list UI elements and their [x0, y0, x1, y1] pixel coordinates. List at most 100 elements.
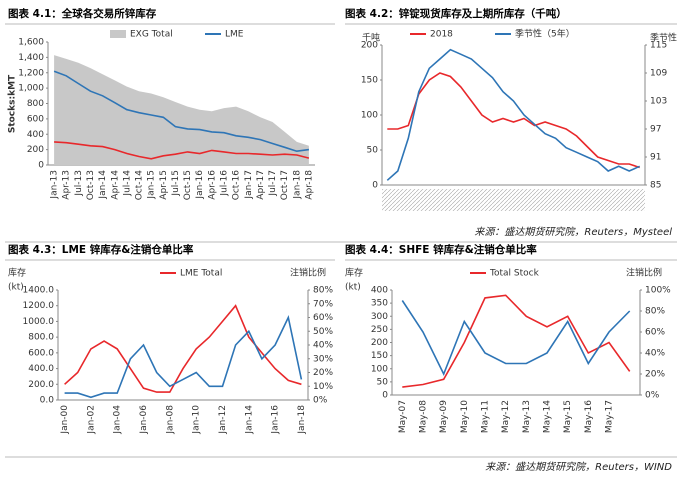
y2-axis-label: 季节性 — [650, 32, 677, 44]
x-tick-label: May-09 — [439, 400, 449, 433]
y-axis-label: (kt) — [345, 283, 361, 293]
y-tick-label: 1200.0 — [23, 301, 55, 311]
y2-tick-label: 100% — [645, 286, 671, 296]
y-tick-label: 350 — [371, 299, 388, 309]
line — [387, 72, 640, 169]
line — [53, 70, 310, 153]
y2-tick-label: 20% — [313, 368, 333, 378]
y2-tick-label: 0% — [313, 396, 328, 406]
y-axis-label: 库存 — [8, 267, 26, 279]
legend-label: EXG Total — [130, 30, 173, 40]
legend-label: Total Stock — [489, 269, 540, 279]
x-tick-label: Jul-15 — [171, 170, 181, 197]
x-tick-label: Jan-16 — [271, 405, 281, 435]
x-tick-label: May-13 — [522, 400, 532, 433]
y2-tick-label: 40% — [645, 349, 665, 359]
line — [401, 300, 631, 376]
chart-title: 图表 4.1：全球各交易所锌库存 — [8, 7, 157, 20]
y-tick-label: 250 — [371, 325, 388, 335]
y-tick-label: 50 — [367, 146, 379, 156]
source: 来源：盛达期货研究院，Reuters，WIND — [485, 461, 672, 473]
y-tick-label: 0 — [372, 181, 378, 191]
y2-tick-label: 85 — [650, 181, 661, 191]
x-tick-label: Jan-15 — [147, 170, 157, 200]
line — [386, 48, 641, 181]
y2-tick-label: 109 — [650, 69, 667, 79]
y2-tick-label: 40% — [313, 341, 333, 351]
y2-tick-label: 91 — [650, 153, 661, 163]
y-tick-label: 400 — [27, 130, 44, 140]
x-tick-label: Jan-18 — [292, 170, 302, 200]
y-tick-label: 1,600 — [18, 38, 44, 48]
y-tick-label: 150 — [361, 76, 378, 86]
y-tick-label: 0 — [382, 391, 388, 401]
y2-tick-label: 80% — [645, 307, 665, 317]
y2-tick-label: 0% — [645, 391, 660, 401]
y-tick-label: 1400.0 — [23, 286, 55, 296]
x-tick-label: Jan-18 — [297, 405, 307, 435]
x-tick-label: May-15 — [563, 400, 573, 433]
y-tick-label: 200 — [27, 145, 44, 155]
chart-title: 图表 4.2：锌锭现货库存及上期所库存（千吨） — [345, 7, 567, 20]
x-tick-label: Apr-18 — [304, 170, 314, 200]
x-tick-label: Jan-06 — [139, 405, 149, 435]
y-tick-label: 0 — [38, 161, 44, 171]
y-tick-label: 800.0 — [28, 333, 54, 343]
y-tick-label: 150 — [371, 351, 388, 361]
line — [54, 141, 310, 160]
y-axis-label: 千吨 — [362, 32, 380, 44]
x-tick-label: Jan-14 — [244, 405, 254, 435]
y-axis-label: Stocks:kMT — [8, 74, 18, 133]
area — [54, 55, 309, 165]
y-tick-label: 200 — [371, 338, 388, 348]
y2-axis-label: 注销比例 — [626, 267, 662, 279]
x-tick-label: Apr-14 — [110, 170, 120, 200]
x-tick-label: Apr-16 — [207, 170, 217, 200]
x-tick-label: May-17 — [605, 400, 615, 433]
x-tick-label: Oct-13 — [86, 170, 96, 200]
y-tick-label: 200.0 — [28, 380, 54, 390]
line — [402, 294, 631, 388]
y2-tick-label: 97 — [650, 125, 661, 135]
y-tick-label: 600 — [27, 114, 44, 124]
x-tick-label: Oct-14 — [135, 170, 145, 201]
x-tick-label: May-12 — [501, 400, 511, 433]
x-tick-label: Jul-17 — [268, 170, 278, 197]
y-tick-label: 1,400 — [18, 53, 44, 63]
x-tick-label: Oct-15 — [183, 170, 193, 200]
chart-title: 图表 4.3：LME 锌库存&注销仓单比率 — [8, 243, 194, 256]
line — [64, 304, 302, 393]
y2-tick-label: 103 — [650, 97, 667, 107]
y-axis-label: 库存 — [345, 267, 363, 279]
y-tick-label: 1,000 — [18, 84, 44, 94]
x-tick-label: Jan-00 — [60, 405, 70, 435]
y-tick-label: 400 — [371, 286, 388, 296]
y2-tick-label: 60% — [313, 313, 333, 323]
x-tick-label: Jan-10 — [192, 405, 202, 435]
y-tick-label: 1000.0 — [23, 317, 55, 327]
y2-tick-label: 80% — [313, 286, 333, 296]
y2-tick-label: 50% — [313, 327, 333, 337]
x-tick-label: Apr-15 — [159, 170, 169, 200]
legend-label: LME Total — [180, 269, 222, 279]
x-tick-label: Jan-14 — [98, 170, 108, 200]
y-tick-label: 600.0 — [28, 348, 54, 358]
x-tick-label: Jan-08 — [165, 405, 175, 435]
y-tick-label: 100 — [371, 364, 388, 374]
x-tick-label: Jan-12 — [218, 405, 228, 435]
y2-axis-label: 注销比例 — [290, 267, 326, 279]
x-tick-label: Jul-16 — [219, 170, 229, 197]
y2-tick-label: 70% — [313, 299, 333, 309]
y-tick-label: 100 — [361, 111, 378, 121]
x-tick-label: Jan-17 — [244, 170, 254, 200]
x-tick-label: May-16 — [584, 400, 594, 433]
x-tick-label: Jan-02 — [86, 405, 96, 435]
y-tick-label: 800 — [27, 99, 44, 109]
x-tick-label: Jul-13 — [74, 170, 84, 197]
line — [64, 315, 303, 399]
x-tick-label: Oct-16 — [232, 170, 242, 201]
y2-tick-label: 20% — [645, 370, 665, 380]
y-tick-label: 50 — [377, 377, 389, 387]
x-tick-label: Jan-13 — [50, 170, 60, 200]
